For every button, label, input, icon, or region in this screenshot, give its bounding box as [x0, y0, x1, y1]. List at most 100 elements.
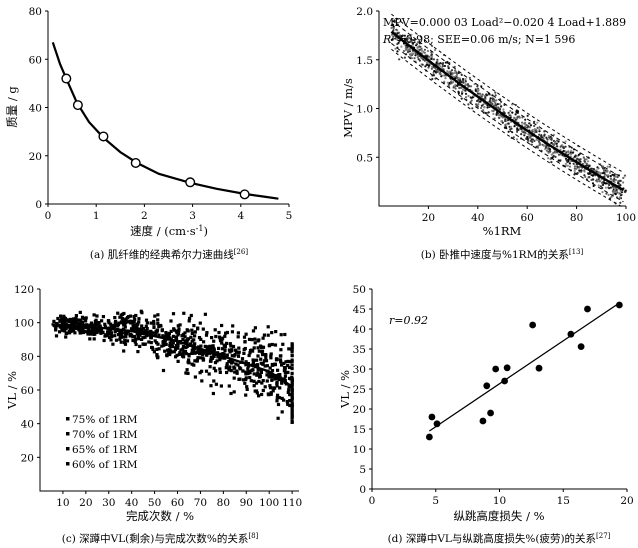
panel-c-scatter-point: [123, 325, 127, 329]
panel-c-scatter-point: [164, 331, 168, 335]
panel-c-scatter-point: [288, 360, 292, 364]
panel-c-scatter-point: [257, 338, 261, 342]
panel-b-scatter-point: [437, 64, 440, 67]
panel-c-scatter-point: [130, 333, 134, 337]
panel-b-ticks: 20 40 60 80 100 0.5 1.0 1.5 2.0: [356, 6, 636, 224]
panel-c-scatter-point: [152, 322, 156, 326]
panel-a-ylabel: 质量 / g: [5, 86, 19, 128]
panel-c-scatter-point: [183, 349, 188, 353]
panel-c-xtick-label: 70: [194, 497, 207, 509]
panel-c-scatter-point: [179, 352, 183, 356]
panel-b-scatter-point: [454, 87, 457, 90]
panel-b-scatter-point: [511, 111, 514, 114]
panel-c-scatter-point: [265, 373, 269, 377]
panel-c-scatter-point: [245, 387, 249, 391]
panel-c-scatter-point: [225, 362, 229, 366]
panel-c-scatter-point: [136, 322, 140, 326]
panel-c-scatter-point: [116, 311, 120, 315]
panel-c-scatter-point: [121, 335, 125, 339]
panel-c-xtick-label: 10: [56, 497, 69, 509]
panel-c-scatter-point: [196, 350, 200, 354]
panel-c-scatter-point: [152, 325, 156, 329]
panel-c-scatter-point: [246, 371, 250, 376]
panel-c-scatter-point: [74, 316, 78, 320]
panel-b-xtick-label: 60: [521, 212, 534, 224]
panel-c-scatter-point: [244, 332, 248, 336]
panel-b-scatter-point: [460, 97, 463, 100]
panel-b-scatter-point: [533, 128, 536, 131]
panel-b-scatter-point: [500, 120, 503, 123]
panel-d-data-point: [584, 305, 591, 313]
panel-c-scatter-point: [161, 339, 165, 344]
panel-c-scatter-point: [167, 331, 171, 335]
panel-c-scatter-point: [238, 366, 242, 370]
panel-c-scatter-point: [106, 334, 110, 338]
panel-c-scatter-point: [208, 347, 212, 351]
panel-c-scatter-point: [205, 353, 209, 357]
panel-c-scatter-point: [275, 399, 279, 403]
panel-c-scatter-point: [261, 361, 265, 365]
panel-c-scatter-point: [214, 369, 218, 373]
panel-c-scatter-point: [121, 319, 125, 323]
panel-c-scatter-point: [168, 341, 172, 345]
panel-c-scatter-point: [260, 345, 264, 349]
panel-b-scatter-point: [497, 114, 500, 117]
panel-c-scatter-point: [199, 344, 203, 348]
panel-c-scatter-point: [224, 366, 228, 370]
panel-c-legend-label: 70% of 1RM: [72, 429, 138, 441]
panel-c-ytick-label: 60: [21, 385, 34, 397]
panel-b-scatter-point: [612, 193, 615, 196]
panel-c-scatter-point: [243, 340, 247, 344]
panel-c-scatter-point: [141, 342, 145, 346]
panel-c-scatter-point: [220, 341, 224, 345]
panel-c-scatter-point: [277, 378, 281, 382]
panel-c-scatter-point: [161, 368, 166, 373]
panel-c-scatter-point: [290, 414, 294, 418]
panel-b-scatter-point: [461, 90, 464, 93]
panel-b-scatter-point: [528, 126, 532, 129]
panel-b-scatter-point: [400, 45, 403, 48]
panel-c-scatter-point: [231, 324, 235, 328]
panel-b-scatter-point: [609, 171, 612, 174]
panel-b-scatter-point: [420, 49, 424, 53]
panel-c-scatter-point: [270, 331, 274, 335]
panel-b-scatter-point: [451, 72, 454, 75]
panel-b-scatter-point: [467, 94, 470, 98]
panel-c-scatter-point: [253, 326, 257, 330]
panel-b-scatter-point: [392, 27, 395, 30]
panel-b-scatter-point: [513, 116, 516, 119]
panel-b-scatter-point: [521, 116, 524, 119]
panel-b-scatter-point: [493, 117, 496, 120]
panel-b-scatter-point: [433, 70, 436, 73]
panel-c-scatter-point: [160, 344, 164, 348]
panel-c-scatter-point: [59, 314, 63, 318]
panel-c-scatter-point: [113, 330, 117, 334]
panel-b-scatter-point: [468, 76, 471, 79]
panel-c-scatter-point: [175, 346, 180, 350]
panel-b-scatter-point: [583, 170, 586, 173]
panel-c-scatter-point: [185, 340, 189, 345]
panel-c-scatter-point: [218, 367, 222, 371]
panel-c-scatter-point: [290, 402, 294, 406]
panel-c-scatter-point: [232, 365, 236, 369]
panel-b-scatter-point: [520, 133, 523, 136]
panel-c-scatter-point: [248, 375, 252, 380]
panel-c-scatter-point: [251, 349, 255, 353]
panel-c-scatter-point: [125, 339, 130, 343]
panel-b-scatter-point: [591, 174, 595, 177]
panel-c-scatter-point: [118, 315, 122, 319]
panel-a-ytick-label: 60: [29, 54, 42, 66]
panel-b-scatter-point: [403, 56, 406, 59]
panel-c-scatter-point: [178, 323, 182, 327]
panel-b-scatter-point: [457, 78, 460, 81]
panel-b-ytick-label: 2.0: [356, 6, 373, 18]
panel-c-scatter-point: [193, 375, 197, 379]
panel-b-scatter-point: [478, 92, 481, 95]
panel-c-axes: [39, 289, 299, 492]
panel-c-scatter-point: [254, 381, 259, 385]
panel-b-scatter-point: [548, 137, 552, 140]
panel-d-data-point: [479, 417, 487, 425]
panel-c-scatter-point: [174, 336, 178, 340]
panel-b-scatter-point: [434, 48, 437, 52]
